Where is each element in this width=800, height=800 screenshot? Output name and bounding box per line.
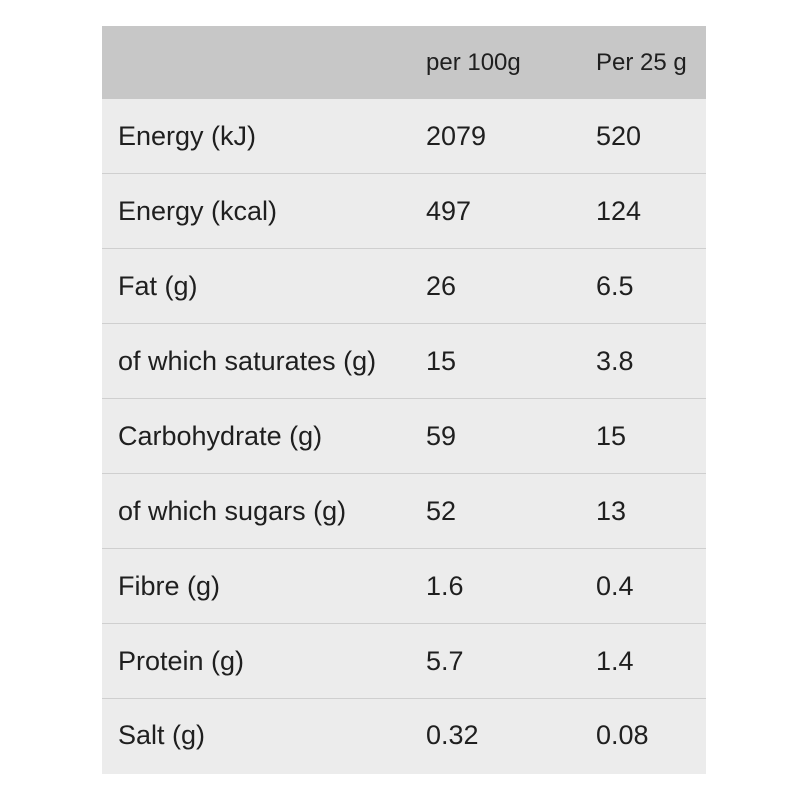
value-per-25g: 3.8 xyxy=(596,345,634,376)
nutrient-label: Protein (g) xyxy=(118,645,245,676)
table-row-saturates: of which saturates (g) 15 3.8 xyxy=(102,324,706,399)
table-row-energy-kcal: Energy (kcal) 497 124 xyxy=(102,174,706,249)
nutrient-label: Energy (kcal) xyxy=(118,195,278,226)
nutrient-label: Energy (kJ) xyxy=(118,120,257,151)
value-per-25g: 6.5 xyxy=(596,270,634,301)
table-row-energy-kj: Energy (kJ) 2079 520 xyxy=(102,99,706,174)
nutrient-label: of which saturates (g) xyxy=(118,345,377,376)
value-per-25g: 0.4 xyxy=(596,570,634,601)
table-row-carbohydrate: Carbohydrate (g) 59 15 xyxy=(102,399,706,474)
table-row-sugars: of which sugars (g) 52 13 xyxy=(102,474,706,549)
value-per-25g: 0.08 xyxy=(596,720,649,750)
value-per-100g: 59 xyxy=(426,420,457,451)
nutrient-label: Fat (g) xyxy=(118,270,198,301)
value-per-100g: 2079 xyxy=(426,120,487,151)
value-per-25g: 520 xyxy=(596,120,642,151)
value-per-100g: 26 xyxy=(426,270,457,301)
nutrient-label: Fibre (g) xyxy=(118,570,221,601)
value-per-25g: 1.4 xyxy=(596,645,634,676)
nutrition-table: per 100g Per 25 g Energy (kJ) 2079 520 E… xyxy=(102,26,706,774)
table-row-protein: Protein (g) 5.7 1.4 xyxy=(102,624,706,699)
nutrient-label: Carbohydrate (g) xyxy=(118,420,323,451)
header-per-100g: per 100g xyxy=(426,48,521,76)
value-per-25g: 15 xyxy=(596,420,627,451)
value-per-25g: 124 xyxy=(596,195,642,226)
table-row-fibre: Fibre (g) 1.6 0.4 xyxy=(102,549,706,624)
value-per-100g: 15 xyxy=(426,345,457,376)
header-per-25g: Per 25 g xyxy=(596,48,687,76)
value-per-100g: 52 xyxy=(426,495,457,526)
value-per-100g: 497 xyxy=(426,195,472,226)
table-row-salt: Salt (g) 0.32 0.08 xyxy=(102,699,706,772)
table-row-fat: Fat (g) 26 6.5 xyxy=(102,249,706,324)
table-header-row: per 100g Per 25 g xyxy=(102,26,706,99)
nutrient-label: of which sugars (g) xyxy=(118,495,347,526)
value-per-25g: 13 xyxy=(596,495,627,526)
nutrient-label: Salt (g) xyxy=(118,720,206,750)
value-per-100g: 0.32 xyxy=(426,720,479,750)
value-per-100g: 5.7 xyxy=(426,645,464,676)
value-per-100g: 1.6 xyxy=(426,570,464,601)
